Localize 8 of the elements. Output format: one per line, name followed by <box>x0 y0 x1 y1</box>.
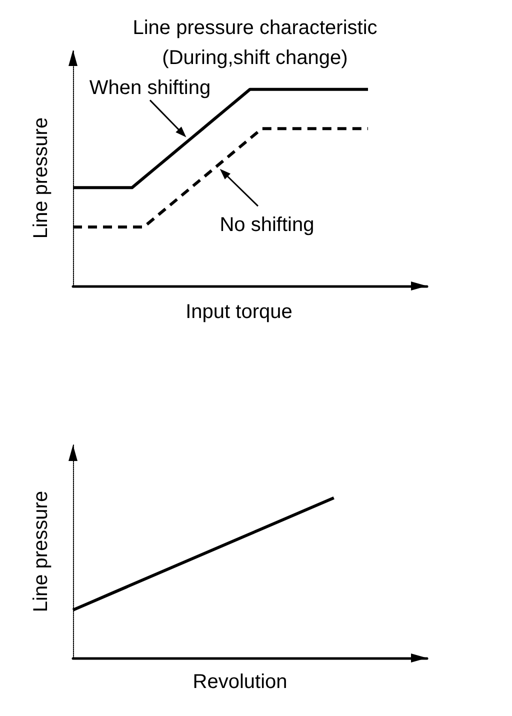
chart-title: Line pressure characteristic <box>132 17 378 39</box>
y-axis-title: Line pressure <box>30 490 52 612</box>
x-axis-title: Revolution <box>192 671 288 693</box>
legend-label: When shifting <box>89 77 211 100</box>
y-axis-title: Line pressure <box>30 117 52 239</box>
x-axis-title: Input torque <box>186 301 292 323</box>
legend-label: No shifting <box>220 214 314 236</box>
chart-subtitle: (During,shift change) <box>162 47 348 69</box>
